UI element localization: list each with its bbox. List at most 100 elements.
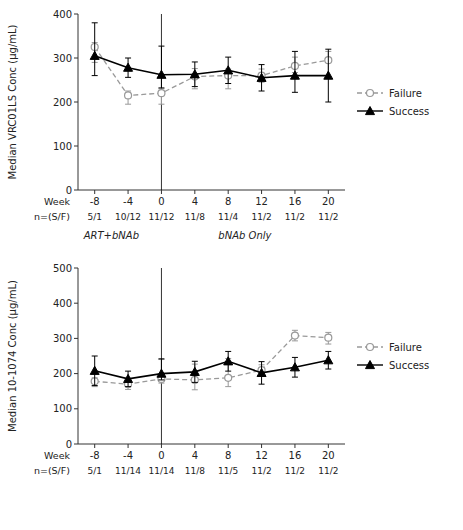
legend: FailureSuccess (357, 88, 429, 117)
y-tick-label: 400 (53, 298, 72, 309)
x-tick (261, 190, 262, 194)
reference-line (161, 268, 162, 444)
data-point (124, 63, 133, 71)
x-axis (78, 190, 345, 191)
x-tick (228, 444, 229, 448)
n-row-label: n=(S/F) (34, 211, 70, 222)
y-tick (74, 373, 78, 374)
legend-label: Failure (389, 342, 422, 353)
n-label: 5/1 (87, 466, 101, 476)
n-label: 11/4 (218, 212, 238, 222)
x-tick (194, 444, 195, 448)
n-label: 11/8 (185, 212, 205, 222)
y-tick-label: 100 (53, 141, 72, 152)
n-label: 11/2 (285, 466, 305, 476)
n-label: 11/2 (318, 466, 338, 476)
legend-marker (366, 361, 375, 369)
series (91, 330, 332, 389)
data-point (324, 356, 333, 364)
x-tick-label: 20 (322, 196, 335, 207)
y-tick-label: 400 (53, 9, 72, 20)
data-point (90, 51, 99, 59)
y-tick-label: 0 (66, 439, 72, 450)
n-label: 11/2 (251, 212, 271, 222)
y-tick (74, 102, 78, 103)
x-tick-label: 0 (158, 196, 164, 207)
series-line (95, 47, 329, 95)
x-tick (294, 444, 295, 448)
y-tick (74, 303, 78, 304)
data-point (325, 334, 332, 341)
x-tick (194, 190, 195, 194)
n-label: 11/2 (285, 212, 305, 222)
x-tick (128, 444, 129, 448)
x-tick-label: 16 (289, 196, 302, 207)
data-point (291, 332, 298, 339)
y-axis-label: Median 10-1074 Conc (μg/mL) (7, 280, 18, 432)
x-axis-label: Week (44, 450, 71, 461)
data-point (224, 66, 233, 74)
x-tick (94, 190, 95, 194)
y-tick (74, 338, 78, 339)
x-tick-label: 12 (255, 196, 268, 207)
y-axis-label: Median VRC01LS Conc (μg/mL) (7, 24, 18, 179)
x-axis-label: Week (44, 196, 71, 207)
n-label: 11/2 (318, 212, 338, 222)
n-label: 11/2 (251, 466, 271, 476)
data-point (190, 70, 199, 78)
x-tick (94, 444, 95, 448)
data-point (324, 71, 333, 79)
series (90, 351, 333, 386)
y-tick (74, 190, 78, 191)
n-row-label: n=(S/F) (34, 465, 70, 476)
y-tick-label: 100 (53, 403, 72, 414)
x-tick (128, 190, 129, 194)
error-bar (158, 89, 164, 104)
n-label: 11/14 (148, 466, 174, 476)
n-label: 5/1 (87, 212, 101, 222)
data-point (157, 369, 166, 377)
x-tick-label: -4 (123, 450, 133, 461)
legend-label: Success (389, 360, 429, 371)
data-point (190, 367, 199, 375)
y-tick (74, 268, 78, 269)
y-tick (74, 146, 78, 147)
x-tick-label: 0 (158, 450, 164, 461)
x-tick-label: 20 (322, 450, 335, 461)
data-point (90, 366, 99, 374)
legend: Failure Success (357, 342, 429, 371)
series (91, 43, 332, 105)
series (90, 23, 333, 102)
data-point (290, 363, 299, 371)
n-label: 11/8 (185, 466, 205, 476)
y-tick-label: 300 (53, 333, 72, 344)
error-bar (125, 91, 131, 104)
plot-area (90, 268, 333, 444)
x-tick (261, 444, 262, 448)
x-tick-label: 4 (192, 196, 198, 207)
legend-label: Success (389, 106, 429, 117)
annotation: ART+bNAb (83, 230, 139, 241)
n-label: 11/5 (218, 466, 238, 476)
y-tick-label: 200 (53, 368, 72, 379)
legend-marker (367, 344, 374, 351)
x-tick-label: 4 (192, 450, 198, 461)
chart: 0100200300400-8-4048121620Weekn=(S/F)5/1… (0, 0, 463, 530)
legend-marker (367, 90, 374, 97)
data-point (225, 374, 232, 381)
error-bar (325, 332, 331, 344)
x-tick-label: 12 (255, 450, 268, 461)
data-point (257, 73, 266, 81)
x-axis (78, 444, 345, 445)
series-line (95, 336, 329, 385)
x-tick-label: 16 (289, 450, 302, 461)
data-point (125, 92, 132, 99)
data-point (224, 357, 233, 365)
data-point (290, 71, 299, 79)
x-tick-label: -8 (90, 450, 100, 461)
n-label: 10/12 (115, 212, 141, 222)
x-tick (228, 190, 229, 194)
data-point (124, 374, 133, 382)
error-bar (292, 330, 298, 341)
n-label: 11/14 (115, 466, 141, 476)
